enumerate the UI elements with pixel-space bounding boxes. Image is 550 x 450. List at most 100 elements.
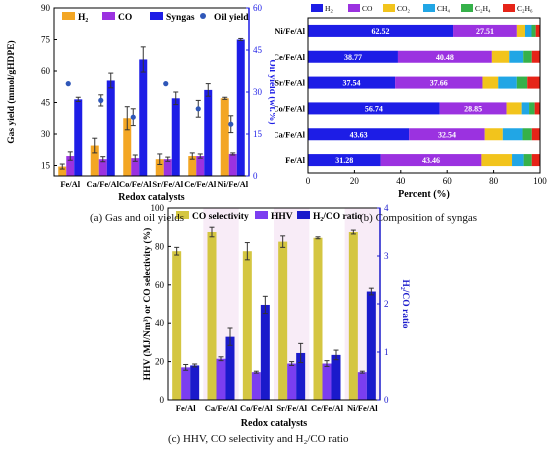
y-axis-label: HHV (MJ/Nm³) or CO selectivity (%) (142, 228, 153, 381)
bar-hhv-fe-al (181, 367, 191, 400)
x-tick-label: 80 (489, 176, 499, 186)
y-tick-label: Ca/Fe/Al (275, 129, 306, 139)
bar-co-co-fe-al (506, 102, 522, 115)
bar-co-selectivity-sr-fe-al (278, 241, 288, 400)
x-tick-label: 100 (533, 176, 547, 186)
bar-co-sr-fe-al (395, 76, 483, 89)
bar-co-ni-fe-al (228, 153, 237, 176)
bar-c-h-ce-fe-al (523, 50, 532, 63)
syngas-composition-chart: 62.52 27.51 Ni/Fe/Al 38.77 40.48 Ce/Fe/Al 37.5… (275, 4, 547, 200)
y-tick-label: 60 (155, 280, 165, 290)
bar-syngas-co-fe-al (139, 59, 148, 177)
legend-swatch-co-selectivity (176, 211, 189, 219)
point-oil-yield-co-fe-al (130, 114, 136, 120)
legend-swatch-syngas (150, 12, 163, 20)
y2-tick-label: 1 (384, 347, 389, 357)
bar-h-fe-al (308, 154, 381, 167)
bar-hhv-ce-fe-al (322, 363, 332, 400)
y-tick-label: 0 (160, 395, 165, 405)
x-axis-label: Redox catalysts (241, 418, 307, 429)
y2-tick-label: 4 (384, 203, 389, 213)
legend-label-h: H₂ (325, 4, 333, 13)
bar-hhv-ni-fe-al (357, 372, 367, 400)
bar-hhv-sr-fe-al (287, 363, 297, 400)
caption-c: (c) HHV, CO selectivity and H₂/CO ratio (168, 433, 349, 445)
legend-swatch-c-h (461, 4, 473, 12)
legend-label-oil-yield: Oil yield (214, 13, 249, 23)
bar-co-sr-fe-al (163, 159, 172, 176)
y-tick-label: Sr/Fe/Al (275, 78, 306, 88)
y2-tick-label: 45 (253, 45, 263, 55)
bar-c-h-sr-fe-al (527, 76, 540, 89)
bar-syngas-ni-fe-al (236, 39, 245, 176)
data-label-h-ca-fe-al: 43.63 (350, 130, 368, 139)
data-label-co-ce-fe-al: 40.48 (436, 53, 454, 62)
point-oil-yield-ce-fe-al (195, 106, 201, 112)
x-tick-label: Ni/Fe/Al (347, 403, 378, 413)
y-tick-label: Fe/Al (285, 155, 305, 165)
legend-label-ch: CH₄ (437, 4, 450, 13)
data-label-h-ni-fe-al: 62.52 (372, 27, 390, 36)
data-label-co-ni-fe-al: 27.51 (476, 27, 494, 36)
bar-co-ce-fe-al (397, 50, 492, 63)
point-oil-yield-ni-fe-al (228, 121, 234, 127)
bar-co-ca-fe-al (484, 128, 503, 141)
point-oil-yield-sr-fe-al (163, 81, 169, 87)
data-label-h-co-fe-al: 56.74 (365, 104, 383, 113)
bar-c-h-co-fe-al (534, 102, 540, 115)
x-tick-label: Fe/Al (60, 179, 80, 189)
bar-h-fe-al (58, 166, 67, 176)
y-tick-label: 60 (41, 66, 51, 76)
bar-h-ca-fe-al (90, 145, 99, 176)
bar-h-ce-fe-al (308, 50, 398, 63)
x-axis-label: Percent (%) (398, 189, 450, 200)
bar-c-h-ni-fe-al (531, 24, 536, 37)
x-tick-label: Ni/Fe/Al (217, 179, 248, 189)
x-tick-label: Sr/Fe/Al (276, 403, 307, 413)
bar-h-co-ratio-ce-fe-al (331, 354, 341, 400)
bar-h-co-ratio-ni-fe-al (366, 291, 376, 400)
point-oil-yield-ca-fe-al (98, 97, 104, 103)
x-tick-label: Sr/Fe/Al (152, 179, 183, 189)
plot-frame (53, 7, 250, 177)
legend-label-h-co-ratio: H₂/CO ratio (313, 212, 362, 222)
legend-swatch-ch (423, 4, 435, 12)
bar-h-ca-fe-al (308, 128, 410, 141)
bar-c-h-ca-fe-al (522, 128, 532, 141)
y-tick-label: 80 (155, 241, 165, 251)
legend-label-h: H₂ (78, 13, 88, 23)
bar-h-ni-fe-al (220, 98, 229, 176)
bar-co-fe-al (66, 156, 75, 176)
bar-co-ce-fe-al (196, 156, 205, 176)
bar-co-selectivity-ca-fe-al (207, 232, 217, 400)
bar-co-selectivity-ce-fe-al (313, 237, 323, 400)
bar-co-co-fe-al (439, 102, 507, 115)
x-tick-label: Co/Fe/Al (240, 403, 273, 413)
bar-c-h-ni-fe-al (535, 24, 540, 37)
bar-co-selectivity-co-fe-al (242, 251, 252, 400)
bar-ch-ni-fe-al (524, 24, 532, 37)
legend-label-co: CO (118, 13, 132, 23)
x-tick-label: 20 (350, 176, 360, 186)
bar-co-selectivity-fe-al (172, 251, 182, 400)
x-tick-label: Fe/Al (176, 403, 196, 413)
y-tick-label: 20 (155, 357, 165, 367)
legend-swatch-c-h (503, 4, 515, 12)
y-tick-label: 100 (151, 203, 165, 213)
x-axis-label: Redox catalysts (118, 192, 184, 202)
bar-hhv-co-fe-al (251, 372, 261, 400)
bar-co-fe-al (380, 154, 482, 167)
y2-axis-label: Oil yield (wt.%) (267, 59, 275, 124)
legend-swatch-co (348, 4, 360, 12)
y2-tick-label: 0 (253, 171, 258, 181)
caption-b: (b) Composition of syngas (360, 212, 478, 224)
bar-co-co-fe-al (131, 158, 140, 176)
plot-frame (307, 17, 541, 174)
legend-label-c-h: C₂H₄ (475, 4, 491, 13)
bar-h-co-fe-al (123, 118, 132, 176)
x-tick-label: Ca/Fe/Al (86, 179, 119, 189)
legend-label-co: CO₂ (397, 4, 410, 13)
y2-tick-label: 2 (384, 299, 389, 309)
x-tick-label: 0 (306, 176, 311, 186)
legend-label-hhv: HHV (271, 212, 293, 222)
